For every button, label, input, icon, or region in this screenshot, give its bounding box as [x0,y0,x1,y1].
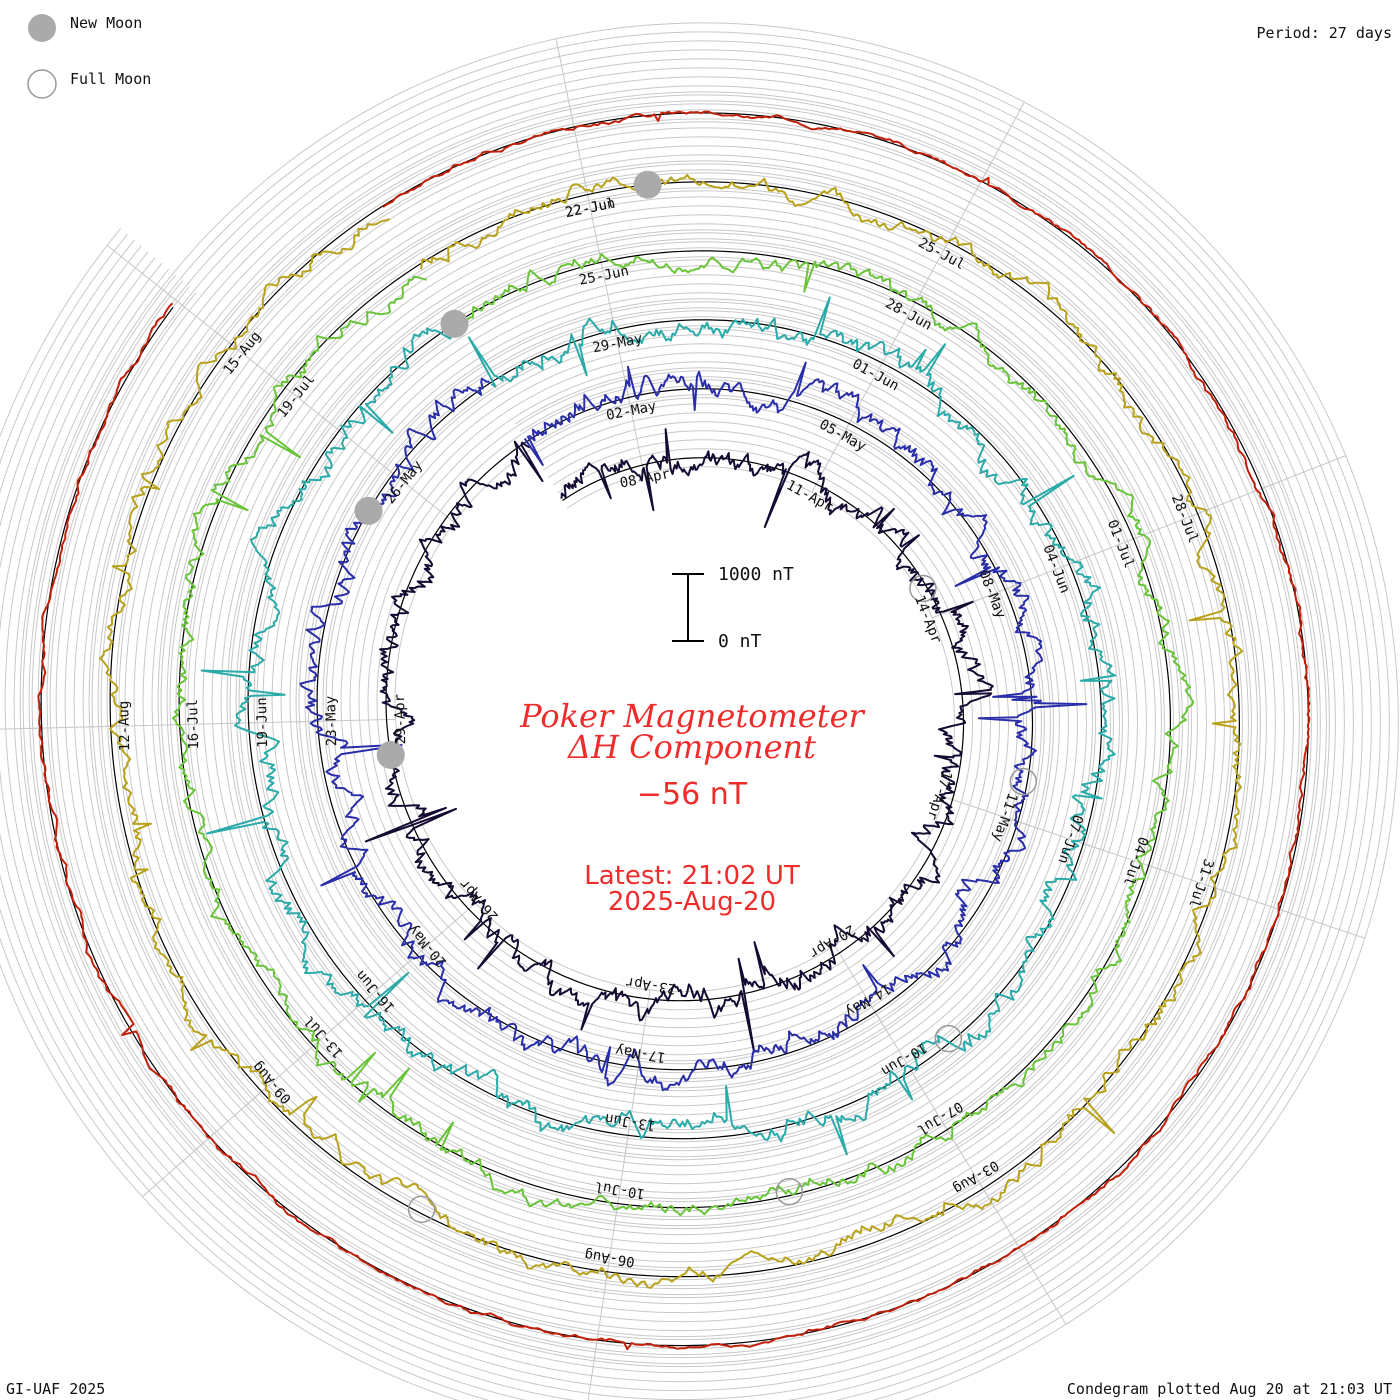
date-label: 06-Aug [583,1246,635,1269]
grid-spoke [142,1130,217,1198]
date-label: 13-Jun [604,1110,656,1133]
grid-ring [49,121,1300,1338]
grid-ring [0,31,1390,1400]
date-label: 07-Jul [914,1098,966,1138]
grid-ring [31,103,1318,1356]
date-label: 29-Apr [392,694,409,745]
full-moon-marker [934,1024,963,1053]
credit-label: GI-UAF 2025 [6,1380,105,1398]
grid-ring [0,22,1399,1400]
date-label: 01-Jul [1104,518,1137,571]
grid-ring [13,85,1336,1374]
date-label: 05-May [816,417,868,455]
grid-spoke [555,38,577,136]
date-label: 25-Jun [578,263,631,289]
series-line [200,296,1117,1156]
grid-ring [0,49,1372,1400]
full-moon-marker [775,1177,804,1206]
data-series [37,110,1311,1351]
latest-time: Latest: 21:02 UT [584,861,800,891]
date-label: 29-May [591,331,644,357]
date-label: 25-Jul [915,235,967,273]
scale-bar: 1000 nT 0 nT [672,564,794,652]
grid-ring [4,76,1345,1383]
date-label: 23-Apr [625,973,677,996]
grid-ring [0,58,1363,1400]
date-label: 08-May [975,568,1008,621]
new-moon-marker [354,496,383,525]
grid-spoke [976,101,1025,190]
new-moon-marker [633,170,662,199]
grid-ring [0,40,1381,1400]
date-label: 16-Jul [185,699,202,750]
grid-ring [0,67,1354,1392]
series-line [99,173,1243,1289]
date-label: 01-Jun [849,356,901,394]
series-line [299,361,1088,1092]
date-label: 03-Aug [950,1157,1002,1197]
date-label: 11-Apr [783,477,835,515]
full-moon-icon [27,69,57,99]
date-label: 17-May [614,1042,666,1065]
scale-bottom-label: 0 nT [718,631,762,652]
new-moon-marker [376,741,405,769]
moon-markers [354,170,1038,1224]
date-label: 12-Aug [116,701,133,752]
series-line [172,253,1195,1217]
grid-ring [22,94,1327,1365]
full-moon-marker [909,574,937,603]
legend-new-moon-label: New Moon [70,14,142,32]
grid-spoke [106,244,185,308]
chart-subtitle: ΔH Component [566,728,816,766]
date-label: 04-Jun [1039,543,1072,596]
current-value: −56 nT [637,777,748,812]
grid-spoke [1013,1239,1067,1325]
full-moon-marker [1009,767,1038,796]
plotted-label: Condegram plotted Aug 20 at 21:03 UT [1067,1380,1392,1398]
full-moon-marker [407,1195,436,1224]
new-moon-marker [440,309,469,338]
chart-title: Poker Magnetometer [519,697,865,735]
series-line [37,110,1311,1351]
grid-spoke [1253,455,1346,493]
period-label: Period: 27 days [1257,24,1392,42]
date-label: 10-Jul [594,1178,646,1201]
grid-spoke [0,727,51,730]
date-label: 19-Jun [254,697,271,748]
date-label: 28-Jul [1168,492,1201,545]
legend-full-moon-label: Full Moon [70,70,151,88]
date-label: 14-Apr [911,593,944,646]
date-label: 22-Jul [564,195,617,221]
scale-top-label: 1000 nT [718,564,794,585]
date-label: 23-May [323,695,340,746]
new-moon-icon [28,14,56,42]
grid-spoke [1270,906,1365,939]
grid-spoke [587,1331,600,1400]
series-line [364,428,994,1053]
latest-date: 2025-Aug-20 [608,887,776,917]
legend: New Moon Full Moon [27,14,151,99]
